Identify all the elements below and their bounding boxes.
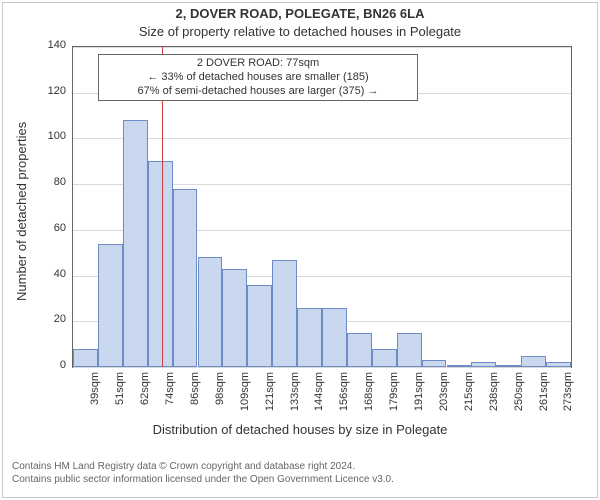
histogram-bar <box>496 365 521 367</box>
x-tick-label: 98sqm <box>214 372 226 405</box>
x-tick-label: 74sqm <box>164 372 176 405</box>
histogram-bar <box>272 260 297 367</box>
histogram-bar <box>322 308 347 367</box>
x-tick-label: 121sqm <box>264 372 276 411</box>
x-tick-label: 191sqm <box>413 372 425 411</box>
histogram-bar <box>148 161 173 367</box>
histogram-bar <box>397 333 422 367</box>
chart-address-title: 2, DOVER ROAD, POLEGATE, BN26 6LA <box>0 6 600 21</box>
histogram-bar <box>372 349 397 367</box>
x-tick-label: 238sqm <box>488 372 500 411</box>
histogram-bar <box>447 365 472 367</box>
x-tick-label: 156sqm <box>338 372 350 411</box>
x-tick-label: 179sqm <box>388 372 400 411</box>
histogram-bar <box>123 120 148 367</box>
x-tick-label: 86sqm <box>189 372 201 405</box>
grid-line <box>73 138 571 139</box>
histogram-bar <box>73 349 98 367</box>
x-tick-label: 261sqm <box>538 372 550 411</box>
x-tick-label: 250sqm <box>513 372 525 411</box>
x-tick-label: 168sqm <box>363 372 375 411</box>
annotation-line-3: 67% of semi-detached houses are larger (… <box>138 85 379 97</box>
y-tick-label: 60 <box>26 222 66 234</box>
x-tick-label: 51sqm <box>114 372 126 405</box>
y-tick-label: 100 <box>26 130 66 142</box>
annotation-box: 2 DOVER ROAD: 77sqm ← 33% of detached hou… <box>98 54 418 101</box>
y-tick-label: 120 <box>26 85 66 97</box>
annotation-line-2: ← 33% of detached houses are smaller (18… <box>147 71 368 83</box>
x-tick-label: 133sqm <box>289 372 301 411</box>
grid-line <box>73 367 571 368</box>
histogram-bar <box>471 362 496 367</box>
histogram-bar <box>297 308 322 367</box>
x-tick-label: 39sqm <box>89 372 101 405</box>
x-tick-label: 203sqm <box>438 372 450 411</box>
histogram-bar <box>98 244 123 367</box>
histogram-bar <box>198 257 223 367</box>
x-axis-label: Distribution of detached houses by size … <box>0 422 600 437</box>
annotation-line-1: 2 DOVER ROAD: 77sqm <box>197 57 319 69</box>
x-tick-label: 109sqm <box>239 372 251 411</box>
histogram-bar <box>247 285 272 367</box>
y-tick-label: 0 <box>26 359 66 371</box>
histogram-bar <box>546 362 571 367</box>
chart-container: { "header": { "address": "2, DOVER ROAD,… <box>0 0 600 500</box>
attribution-line-2: Contains public sector information licen… <box>12 474 394 485</box>
histogram-bar <box>173 189 198 367</box>
plot-area: 2 DOVER ROAD: 77sqm ← 33% of detached hou… <box>72 46 572 368</box>
attribution-line-1: Contains HM Land Registry data © Crown c… <box>12 461 355 472</box>
x-tick-label: 215sqm <box>463 372 475 411</box>
y-tick-label: 40 <box>26 268 66 280</box>
histogram-bar <box>521 356 546 367</box>
x-tick-label: 144sqm <box>314 372 326 411</box>
x-tick-label: 62sqm <box>139 372 151 405</box>
histogram-bar <box>422 360 447 367</box>
histogram-bar <box>222 269 247 367</box>
attribution-text: Contains HM Land Registry data © Crown c… <box>12 460 394 486</box>
y-tick-label: 80 <box>26 176 66 188</box>
grid-line <box>73 47 571 48</box>
x-tick-label: 273sqm <box>563 372 575 411</box>
histogram-bar <box>347 333 372 367</box>
y-tick-label: 20 <box>26 313 66 325</box>
y-tick-label: 140 <box>26 39 66 51</box>
chart-subtitle: Size of property relative to detached ho… <box>0 24 600 39</box>
